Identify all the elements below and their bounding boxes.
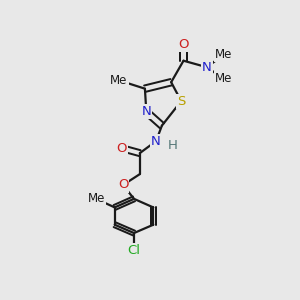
Text: Cl: Cl (128, 244, 140, 257)
Text: N: N (151, 135, 161, 148)
Text: Me: Me (215, 48, 232, 62)
Text: O: O (116, 142, 127, 154)
Text: O: O (118, 178, 128, 191)
Text: O: O (178, 38, 189, 51)
Text: H: H (167, 139, 177, 152)
Text: N: N (141, 105, 151, 118)
Text: S: S (177, 94, 185, 108)
Text: Me: Me (215, 72, 232, 85)
Text: Me: Me (110, 74, 128, 87)
Text: N: N (202, 61, 211, 74)
Text: Me: Me (87, 192, 105, 206)
